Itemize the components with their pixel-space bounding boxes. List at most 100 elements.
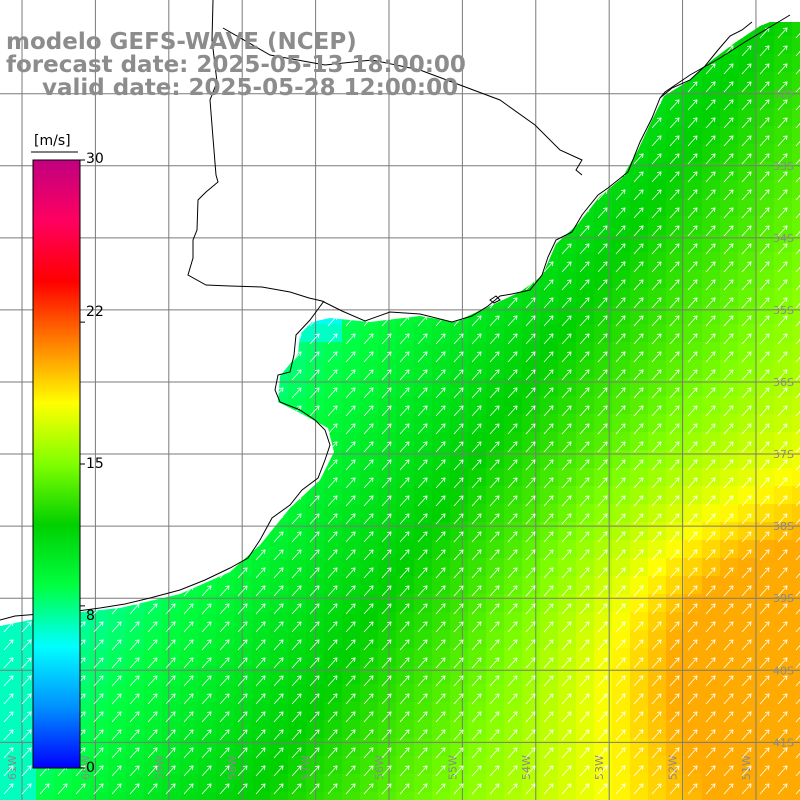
wind-arrow: [777, 675, 788, 687]
field-cell: [612, 792, 630, 800]
wind-arrow: [327, 621, 338, 633]
field-cell: [180, 432, 198, 450]
wind-arrow: [687, 99, 698, 111]
field-cell: [378, 450, 396, 468]
field-cell: [594, 702, 612, 720]
field-cell: [90, 360, 108, 378]
wind-arrow: [273, 279, 284, 291]
field-cell: [792, 756, 800, 774]
wind-arrow: [58, 10, 67, 20]
wind-arrow: [363, 261, 374, 273]
wind-arrow: [651, 369, 662, 381]
field-cell: [198, 288, 216, 306]
field-cell: [792, 702, 800, 720]
field-cell: [396, 720, 414, 738]
wind-arrow: [471, 513, 482, 525]
field-cell: [450, 270, 468, 288]
field-cell: [414, 108, 432, 126]
wind-arrow: [345, 621, 356, 633]
wind-arrow: [327, 117, 338, 129]
field-cell: [90, 576, 108, 594]
field-cell: [126, 234, 144, 252]
wind-arrow: [561, 45, 572, 57]
field-cell: [774, 414, 792, 432]
wind-arrow: [273, 441, 284, 453]
field-cell: [414, 666, 432, 684]
wind-arrow: [489, 711, 500, 723]
wind-arrow: [3, 765, 14, 777]
wind-arrow: [489, 225, 500, 237]
field-cell: [270, 738, 288, 756]
wind-arrow: [3, 243, 14, 255]
field-cell: [198, 108, 216, 126]
wind-arrow: [525, 243, 536, 255]
wind-arrow: [453, 549, 464, 561]
wind-arrow: [273, 171, 284, 183]
field-cell: [216, 126, 234, 144]
wind-arrow: [633, 153, 644, 165]
wind-arrow: [219, 477, 230, 489]
wind-arrow: [579, 297, 590, 309]
field-cell: [684, 342, 702, 360]
wind-arrow: [777, 297, 788, 309]
field-cell: [666, 738, 684, 756]
wind-arrow: [255, 567, 266, 579]
wind-arrow: [435, 549, 446, 561]
wind-arrow: [165, 243, 176, 255]
field-cell: [396, 702, 414, 720]
field-cell: [342, 594, 360, 612]
wind-arrow: [201, 639, 212, 651]
field-cell: [756, 666, 774, 684]
wind-arrow: [183, 657, 194, 669]
wind-arrow: [489, 729, 500, 741]
wind-arrow: [741, 81, 752, 93]
field-cell: [378, 558, 396, 576]
field-cell: [342, 522, 360, 540]
field-cell: [666, 126, 684, 144]
wind-arrow: [183, 621, 194, 633]
field-cell: [540, 648, 558, 666]
wind-arrow: [687, 531, 698, 543]
field-cell: [558, 648, 576, 666]
wind-arrow: [435, 189, 446, 201]
field-cell: [486, 504, 504, 522]
field-cell: [360, 414, 378, 432]
field-cell: [792, 270, 800, 288]
wind-arrow: [651, 279, 662, 291]
field-cell: [198, 594, 216, 612]
field-cell: [342, 684, 360, 702]
field-cell: [774, 36, 792, 54]
wind-arrow: [669, 603, 680, 615]
field-cell: [648, 738, 666, 756]
field-cell: [360, 504, 378, 522]
field-cell: [0, 270, 18, 288]
wind-arrow: [21, 225, 32, 237]
wind-arrow: [777, 639, 788, 651]
field-cell: [774, 540, 792, 558]
wind-arrow: [345, 369, 356, 381]
wind-arrow: [363, 711, 374, 723]
field-cell: [756, 36, 774, 54]
wind-arrow: [507, 261, 518, 273]
field-cell: [342, 162, 360, 180]
wind-arrow: [615, 333, 626, 345]
field-cell: [648, 36, 666, 54]
field-cell: [144, 540, 162, 558]
wind-arrow: [615, 477, 626, 489]
field-cell: [198, 234, 216, 252]
wind-arrow: [3, 423, 14, 435]
field-cell: [792, 594, 800, 612]
field-cell: [108, 180, 126, 198]
field-cell: [774, 162, 792, 180]
field-cell: [414, 162, 432, 180]
field-cell: [90, 522, 108, 540]
field-cell: [468, 90, 486, 108]
field-cell: [342, 252, 360, 270]
field-cell: [0, 144, 18, 162]
field-cell: [216, 396, 234, 414]
field-cell: [522, 252, 540, 270]
wind-arrow: [255, 441, 266, 453]
field-cell: [144, 396, 162, 414]
field-cell: [108, 234, 126, 252]
wind-arrow: [345, 711, 356, 723]
